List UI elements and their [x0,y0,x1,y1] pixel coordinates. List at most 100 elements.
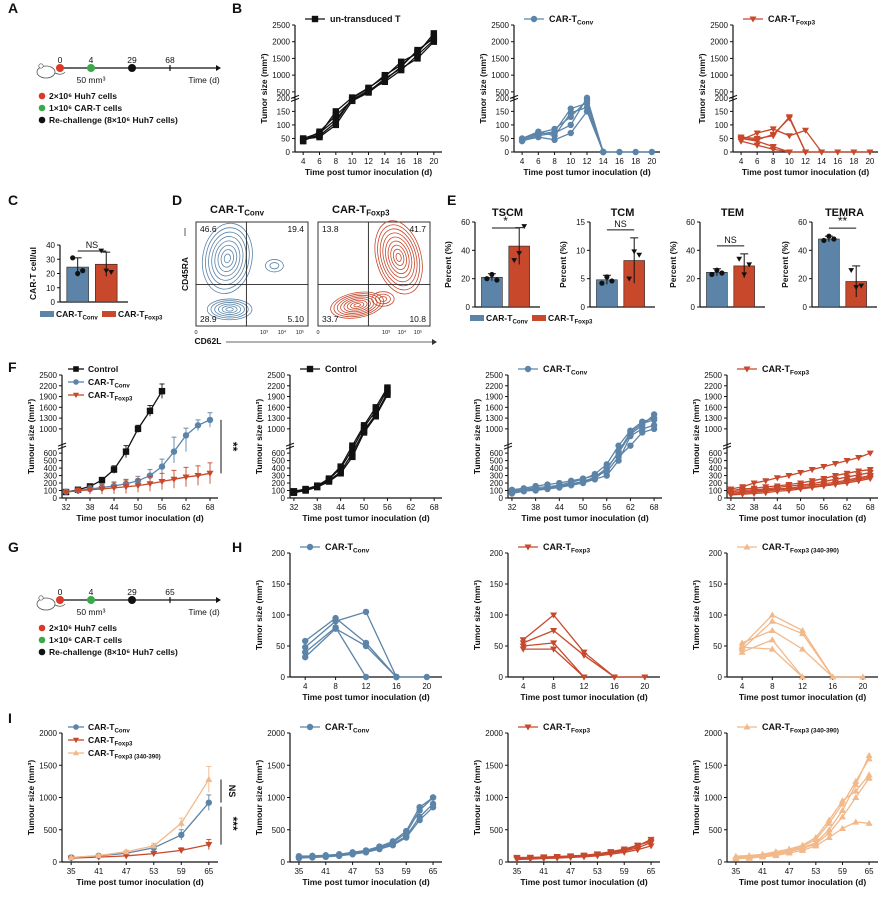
title-main: CAR-T [332,204,366,216]
series-line [304,627,397,678]
title-main: CAR-T [548,313,575,323]
data-point [852,787,860,794]
x-tick-label: 32 [289,503,298,512]
title-main: CAR-T [88,390,115,400]
timeline-dot [128,596,136,604]
title-sub: Foxp3 (340-390) [790,728,839,735]
data-point [550,646,558,653]
title-sub: Foxp3 (340-390) [114,754,160,761]
y-tick-label: 30 [46,255,55,264]
tumor-size-label: 50 mm³ [77,607,106,617]
data-point [72,392,80,399]
x-tick-label: 65 [865,867,874,876]
y-tick-label: 1000 [485,794,503,803]
x-tick-label: 4 [520,157,525,166]
y-tick-label: 100 [715,121,729,130]
title-sub: Foxp3 [574,319,593,326]
title-sub: Conv [114,383,130,390]
data-point [80,268,86,274]
data-point [753,137,761,144]
data-point [362,673,370,681]
legend-label: 2×10⁶ Huh7 cells [49,623,117,633]
y-axis-label: CAR-T cell/ul [28,247,38,300]
x-tick-label: 10 [348,157,357,166]
data-point [414,50,421,57]
data-point [769,131,777,138]
x-tick-label: 12 [580,682,589,691]
x-tick-label: 18 [413,157,422,166]
quadrant-value: 33.7 [322,314,339,324]
legend-label: CAR-TFoxp3 (340-390) [88,748,161,761]
x-tick-label: 62 [182,503,191,512]
data-point [838,824,846,832]
panel-letter: G [8,539,19,555]
x-tick-label: 41 [539,867,548,876]
timeline-dot [56,64,64,72]
title-main: CAR-T [210,204,244,216]
x-tick-label: 47 [348,867,357,876]
data-point [634,842,642,849]
data-point [316,131,323,138]
y-tick-label: 2200 [704,382,722,391]
x-tick-label: 65 [204,867,213,876]
data-point [314,482,321,489]
data-point [194,473,202,480]
data-point [429,803,437,811]
timeline-timeline_G: 0 4 29 65 50 mm³ Time (d) 2×10⁶ Huh7 cells 1×10… [36,587,221,657]
data-point [615,448,622,455]
data-point [511,258,518,264]
legend-dot [38,92,46,100]
y-tick-label: 300 [272,472,286,481]
data-point [741,272,748,278]
data-point [616,148,623,156]
data-point [309,852,316,860]
data-point [362,847,370,854]
y-tick-label: 500 [709,457,723,466]
data-point [743,543,751,550]
x-axis-label: Time post tumor inoculation (d) [76,877,204,887]
data-point [743,723,751,730]
data-point [855,468,863,475]
data-point [772,848,780,855]
data-point [785,473,793,480]
data-point [738,491,747,498]
x-tick-label: 4 [521,682,526,691]
data-point [516,251,523,257]
data-point [850,149,858,156]
y-tick-label: 200 [490,549,504,558]
data-point [831,461,839,468]
x-tick-label: 8 [770,682,775,691]
quadrant-value: 10.8 [409,314,426,324]
title-main: CAR-T [543,722,571,732]
y-tick-label: 200 [272,479,286,488]
y-tick-label: 500 [496,88,510,97]
y-tick-label: 1000 [272,71,290,80]
y-tick-label: 100 [496,121,510,130]
mouse-tail-icon [54,71,66,75]
data-point [122,848,130,855]
title-sub: Conv [577,20,594,27]
data-point [603,461,610,468]
x-tick-label: 35 [731,867,740,876]
x-tick-label: 8 [551,682,556,691]
data-point [714,267,720,273]
mouse-icon [36,65,56,79]
title-main: CAR-T [88,722,115,732]
data-point [610,674,618,681]
title-sub: Foxp3 [571,548,590,555]
data-point [627,442,634,449]
x-tick-label: 10⁵ [296,329,304,336]
data-point [430,30,438,37]
y-tick-label: 0 [53,858,58,867]
contour-line [330,291,385,319]
title-sub: Conv [244,209,264,218]
x-tick-label: 10⁴ [278,329,287,336]
x-tick-label: 65 [647,867,656,876]
contour-line [220,249,235,268]
y-tick-label: 0 [724,148,729,157]
data-point [773,475,781,482]
legend-label: CAR-TFoxp3 [88,735,133,748]
